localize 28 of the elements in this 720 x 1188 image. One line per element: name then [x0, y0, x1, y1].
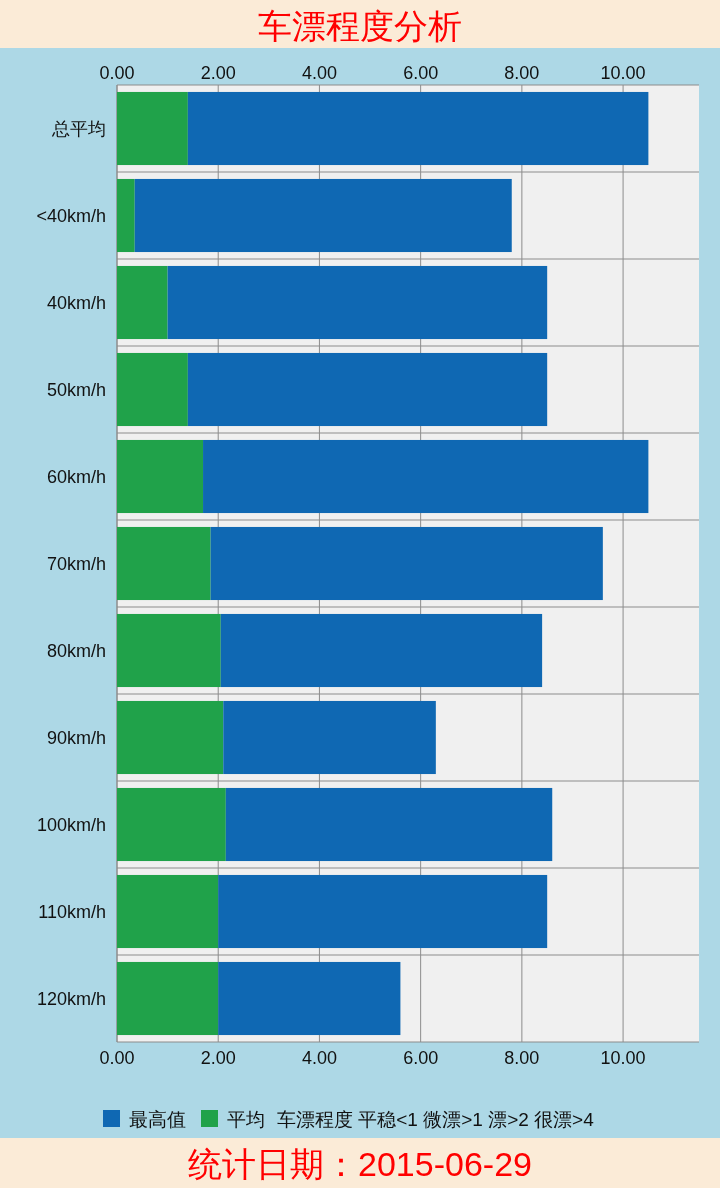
- chart-title: 车漂程度分析: [258, 7, 462, 45]
- y-tick-label: 50km/h: [46, 379, 106, 400]
- y-tick-label: 100km/h: [36, 814, 106, 835]
- x-tick-label: 10.00: [600, 63, 646, 83]
- y-tick-label: 120km/h: [36, 988, 106, 1009]
- y-tick-label: 60km/h: [46, 466, 106, 487]
- x2-tick-label: 6.00: [403, 1048, 439, 1068]
- y-tick-label: 90km/h: [46, 727, 106, 748]
- legend-label: 平均: [227, 1108, 265, 1130]
- x2-tick-label: 10.00: [600, 1048, 646, 1068]
- y-tick-label: 70km/h: [46, 553, 106, 574]
- y-tick-label: 40km/h: [46, 292, 106, 313]
- x-tick-label: 8.00: [504, 63, 540, 83]
- y-tick-label: 总平均: [51, 118, 106, 139]
- x2-tick-label: 8.00: [504, 1048, 540, 1068]
- y-tick-label: <40km/h: [36, 205, 106, 226]
- x-tick-label: 6.00: [403, 63, 439, 83]
- legend-label: 最高值: [129, 1108, 186, 1130]
- x2-tick-label: 2.00: [200, 1048, 236, 1068]
- x-tick-label: 0.00: [99, 63, 135, 83]
- text: 统计日期：2015-06-29: [188, 1145, 532, 1183]
- x-tick-label: 2.00: [200, 63, 236, 83]
- y-tick-label: 80km/h: [46, 640, 106, 661]
- x2-tick-label: 0.00: [99, 1048, 135, 1068]
- y-tick-label: 110km/h: [38, 901, 106, 922]
- x2-tick-label: 4.00: [301, 1048, 337, 1068]
- text: 车漂程度 平稳<1 微漂>1 漂>2 很漂>4: [277, 1108, 595, 1130]
- x-tick-label: 4.00: [301, 63, 337, 83]
